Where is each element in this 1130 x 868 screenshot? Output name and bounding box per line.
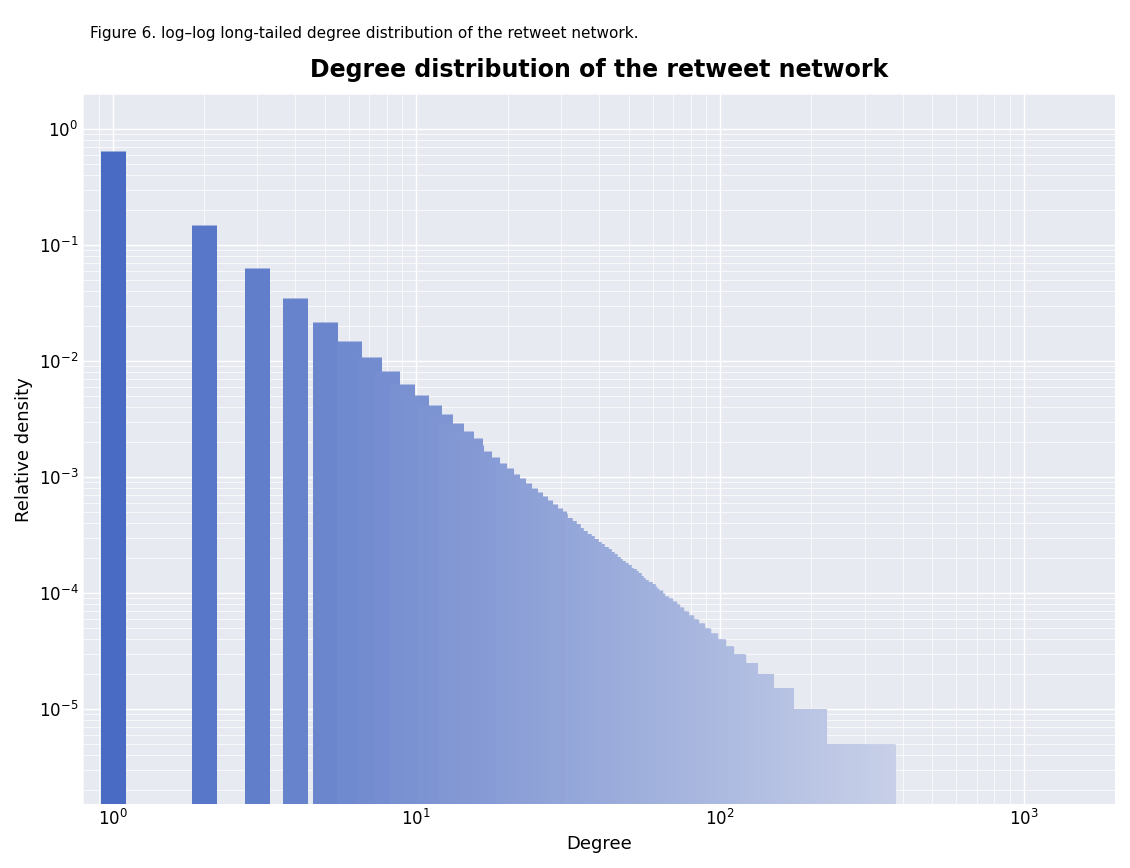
- Text: Figure 6. log–log long-tailed degree distribution of the retweet network.: Figure 6. log–log long-tailed degree dis…: [90, 26, 638, 41]
- X-axis label: Degree: Degree: [566, 835, 632, 853]
- Title: Degree distribution of the retweet network: Degree distribution of the retweet netwo…: [310, 58, 888, 82]
- Y-axis label: Relative density: Relative density: [15, 377, 33, 522]
